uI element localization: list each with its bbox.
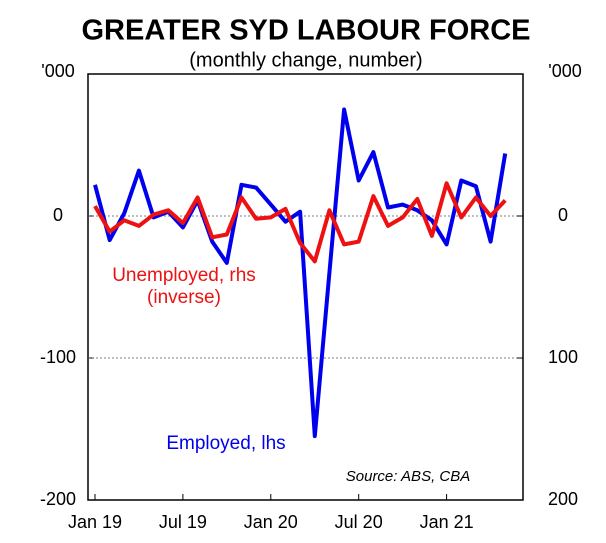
series-label: Employed, lhs [166,433,285,454]
annotation: (inverse) [147,287,221,308]
y2-axis-label: '000 [548,61,581,81]
y-axis-label: '000 [41,61,74,81]
plot-frame [87,73,524,501]
y2-tick-label: 0 [558,205,568,225]
x-tick-label: Jul 20 [335,512,383,532]
y2-tick-label: 200 [548,489,578,509]
x-tick-label: Jan 19 [68,512,122,532]
y-tick-label: 0 [53,205,63,225]
y2-tick-label: 100 [548,347,578,367]
source-note: Source: ABS, CBA [346,468,471,485]
chart-subtitle: (monthly change, number) [189,49,422,71]
chart-title: GREATER SYD LABOUR FORCE [82,15,531,47]
x-tick-label: Jul 19 [159,512,207,532]
y-tick-label: -200 [40,489,76,509]
data-line [93,181,507,264]
x-tick-label: Jan 21 [420,512,474,532]
x-tick-label: Jan 20 [244,512,298,532]
series-label: Unemployed, rhs [112,265,256,286]
y-tick-label: -100 [40,347,76,367]
